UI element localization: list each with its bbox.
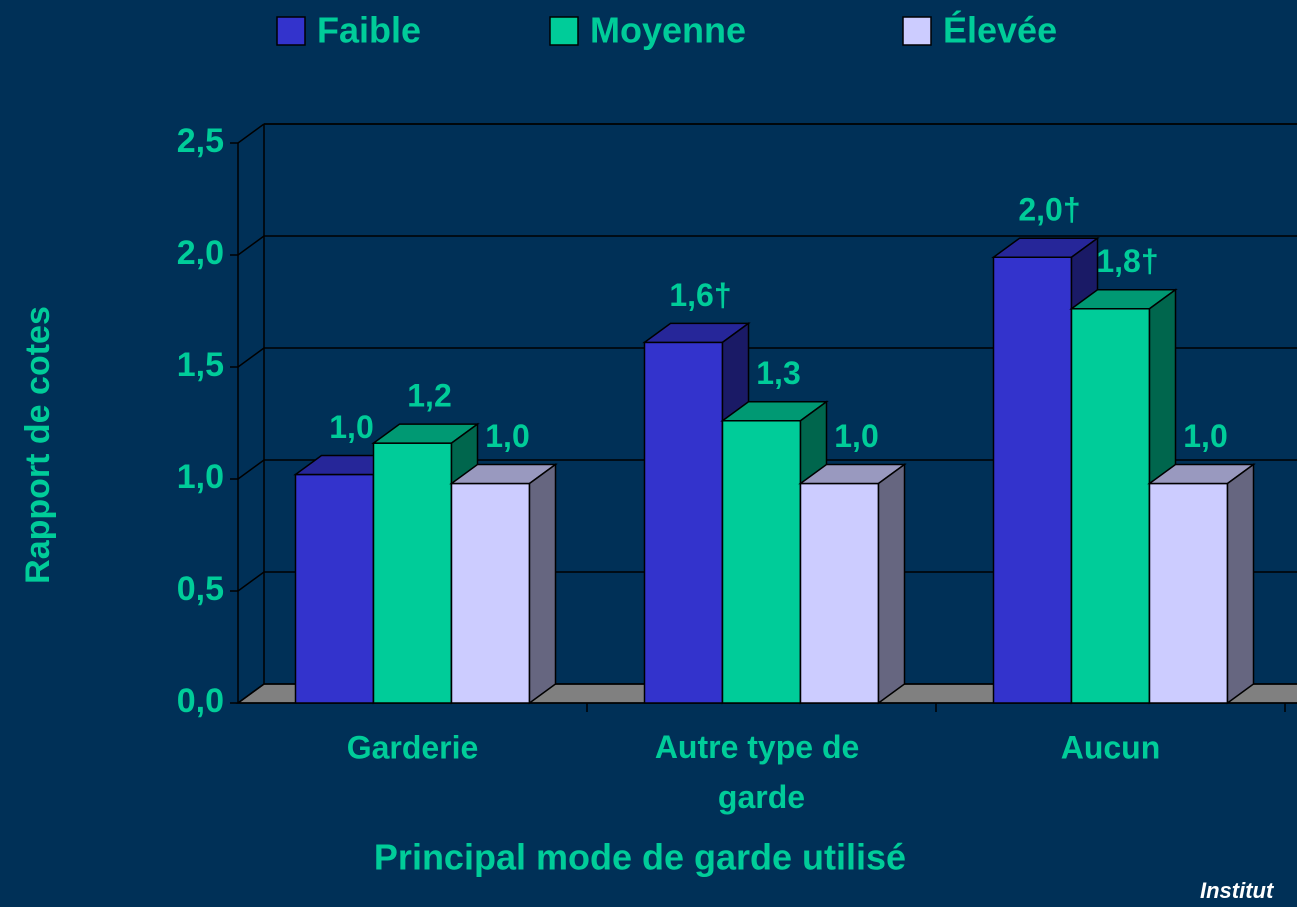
value-label: 2,0† xyxy=(1018,192,1080,228)
legend-swatch xyxy=(549,16,579,46)
grid-line-side xyxy=(237,123,265,144)
y-tick-label: 0,5 xyxy=(177,570,224,608)
grid-line-side xyxy=(237,347,265,368)
bar-front xyxy=(992,256,1073,704)
bar-side xyxy=(1226,463,1255,705)
value-label: 1,2 xyxy=(407,378,451,414)
x-tick-line: garde xyxy=(718,779,805,815)
bar-side xyxy=(528,463,557,705)
value-label: 1,0 xyxy=(1183,418,1227,454)
bar-front xyxy=(799,482,880,704)
y-axis-title: Rapport de cotes xyxy=(19,306,57,584)
bar-front xyxy=(372,442,453,704)
legend-swatch xyxy=(276,16,306,46)
legend-swatch xyxy=(902,16,932,46)
y-tick-label: 2,0 xyxy=(177,234,224,272)
bar-front xyxy=(450,482,531,704)
value-label: 1,0 xyxy=(485,418,529,454)
y-tick-label: 1,0 xyxy=(177,458,224,496)
bar-side xyxy=(877,463,906,705)
bar-front xyxy=(1070,308,1151,704)
grid-line-side xyxy=(237,459,265,480)
y-tick-label: 0,0 xyxy=(177,682,224,720)
x-axis-title: Principal mode de garde utilisé xyxy=(374,837,906,878)
grid-line-side xyxy=(237,235,265,256)
x-tick-label: Autre type de garde xyxy=(655,729,868,815)
value-label: 1,6† xyxy=(669,277,731,313)
bar-front xyxy=(643,341,724,704)
bar-front xyxy=(294,473,375,704)
source: Institut xyxy=(1200,878,1275,903)
y-tick-label: 2,5 xyxy=(177,122,224,160)
x-tick-label: Aucun xyxy=(1061,729,1161,765)
legend-label: Élevée xyxy=(943,10,1057,51)
legend-label: Moyenne xyxy=(590,10,746,51)
value-label: 1,3 xyxy=(756,355,800,391)
legend-label: Faible xyxy=(317,10,421,51)
grid-line-side xyxy=(237,683,265,704)
grid-line-side xyxy=(237,571,265,592)
x-tick-line: Autre type de xyxy=(655,729,868,765)
value-label: 1,0 xyxy=(834,418,878,454)
x-tick-label: Garderie xyxy=(347,729,479,765)
bar-front xyxy=(721,420,802,704)
value-label: 1,8† xyxy=(1096,243,1158,279)
value-label: 1,0 xyxy=(329,409,373,445)
bar-front xyxy=(1148,482,1229,704)
y-tick-label: 1,5 xyxy=(177,346,224,384)
